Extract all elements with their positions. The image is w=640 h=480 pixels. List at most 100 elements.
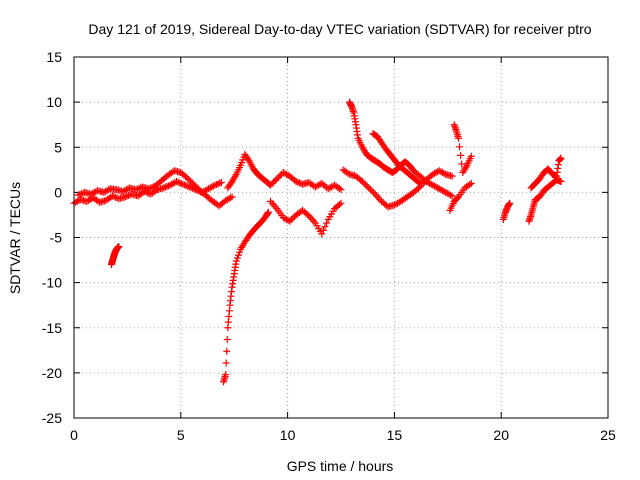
- data-point: [556, 177, 564, 185]
- data-point: [100, 197, 108, 205]
- data-point: [357, 141, 365, 149]
- data-point: [438, 187, 446, 195]
- data-point: [186, 177, 194, 185]
- data-point: [268, 180, 276, 188]
- data-point: [350, 172, 358, 180]
- data-point: [552, 172, 560, 180]
- y-tick-label: -25: [42, 410, 62, 426]
- x-tick-label: 5: [177, 427, 185, 443]
- data-point: [122, 186, 130, 194]
- data-point: [226, 181, 234, 189]
- data-point: [132, 192, 140, 200]
- y-tick-label: 15: [46, 49, 62, 65]
- data-point: [236, 248, 244, 256]
- data-point: [165, 182, 173, 190]
- data-point: [456, 143, 464, 151]
- data-point: [362, 181, 370, 189]
- data-point: [180, 171, 188, 179]
- y-axis-label: SDTVAR / TECUs: [7, 182, 23, 294]
- data-point: [191, 182, 199, 190]
- data-point: [335, 185, 343, 193]
- data-point: [538, 190, 546, 198]
- data-point: [371, 131, 379, 139]
- data-point: [446, 172, 454, 180]
- data-point: [230, 273, 238, 281]
- data-point: [426, 173, 434, 181]
- data-point: [86, 196, 94, 204]
- data-point: [327, 183, 335, 191]
- data-point: [389, 201, 397, 209]
- data-point: [190, 180, 198, 188]
- data-point: [146, 184, 154, 192]
- data-point: [365, 184, 373, 192]
- data-point: [135, 184, 143, 192]
- data-point: [115, 243, 123, 251]
- data-point: [360, 179, 368, 187]
- data-point: [199, 189, 207, 197]
- data-point: [457, 151, 465, 159]
- data-point: [179, 180, 187, 188]
- data-point: [294, 178, 302, 186]
- data-point: [167, 169, 175, 177]
- data-point: [321, 223, 329, 231]
- data-point: [464, 182, 472, 190]
- data-point: [380, 142, 388, 150]
- data-point: [252, 224, 260, 232]
- data-point: [206, 195, 214, 203]
- data-point: [223, 335, 231, 343]
- data-point: [247, 229, 255, 237]
- data-point: [228, 288, 236, 296]
- data-point: [243, 235, 251, 243]
- data-point: [363, 182, 371, 190]
- data-points: [70, 98, 565, 386]
- y-tick-label: 5: [54, 139, 62, 155]
- data-point: [554, 161, 562, 169]
- data-point: [366, 185, 374, 193]
- data-point: [384, 148, 392, 156]
- data-point: [278, 211, 286, 219]
- data-point: [148, 183, 156, 191]
- data-point: [212, 200, 220, 208]
- data-point: [112, 193, 120, 201]
- data-point: [438, 169, 446, 177]
- data-point: [289, 214, 297, 222]
- data-point: [354, 131, 362, 139]
- data-point: [273, 175, 281, 183]
- data-point: [223, 347, 231, 355]
- data-point: [287, 216, 295, 224]
- y-tick-label: -10: [42, 275, 62, 291]
- chart-title: Day 121 of 2019, Sidereal Day-to-day VTE…: [88, 21, 591, 37]
- series-arc-n: [527, 154, 565, 192]
- data-point: [184, 182, 192, 190]
- series-arc-e: [224, 150, 345, 194]
- data-point: [323, 219, 331, 227]
- data-point: [188, 179, 196, 187]
- data-point: [446, 191, 454, 199]
- series-arc-l: [499, 199, 514, 223]
- data-point: [221, 372, 229, 380]
- data-point: [182, 173, 190, 181]
- data-point: [413, 169, 421, 177]
- data-point: [208, 183, 216, 191]
- data-point: [371, 190, 379, 198]
- data-point: [271, 176, 279, 184]
- plot-frame: [73, 56, 609, 419]
- data-point: [267, 197, 275, 205]
- data-point: [225, 195, 233, 203]
- data-point: [276, 172, 284, 180]
- data-point: [92, 196, 100, 204]
- data-point: [334, 183, 342, 191]
- data-point: [268, 199, 276, 207]
- data-point: [334, 202, 342, 210]
- data-point: [454, 132, 462, 140]
- data-point: [134, 185, 142, 193]
- data-point: [260, 215, 268, 223]
- data-point: [303, 179, 311, 187]
- data-point: [462, 163, 470, 171]
- data-point: [529, 205, 537, 213]
- data-point: [374, 194, 382, 202]
- data-point: [213, 180, 221, 188]
- data-point: [90, 188, 98, 196]
- data-point: [214, 180, 222, 188]
